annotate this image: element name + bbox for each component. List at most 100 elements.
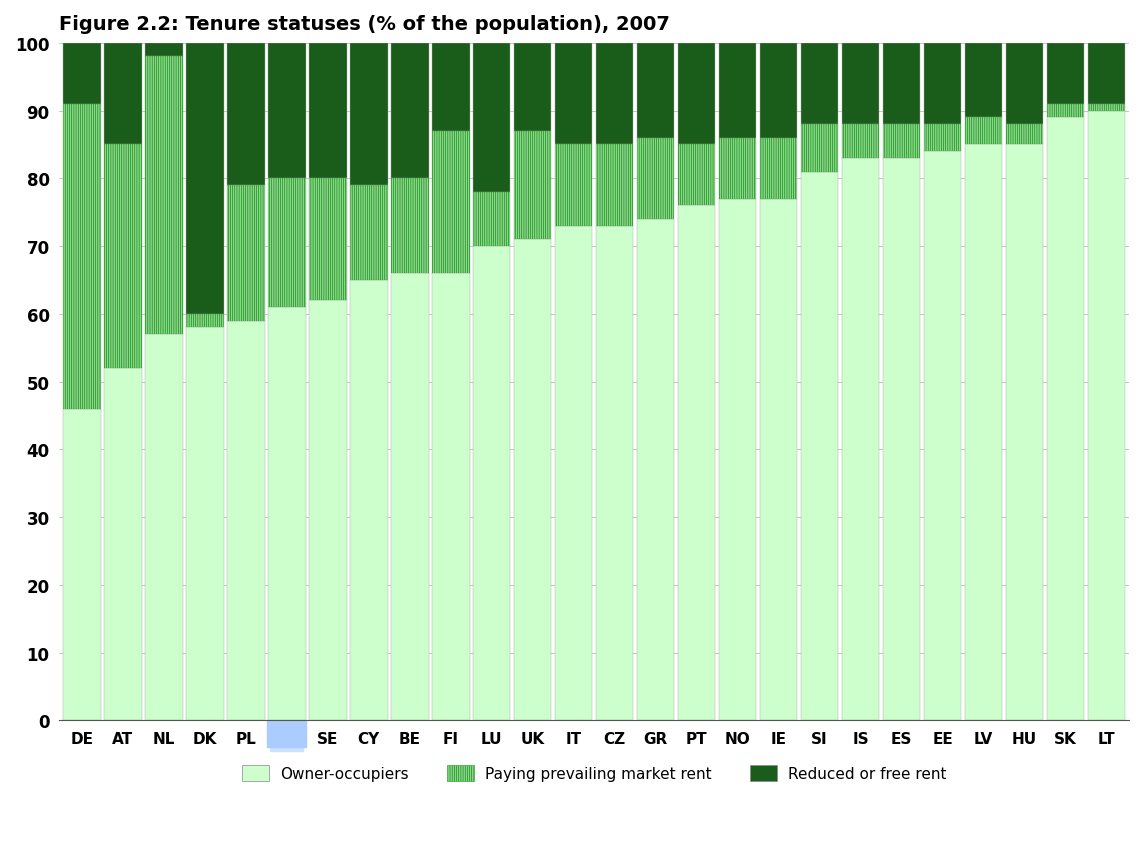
Bar: [677, 146, 715, 207]
Bar: [472, 44, 510, 193]
Bar: [718, 139, 756, 200]
Bar: [923, 125, 961, 152]
Bar: [1006, 125, 1043, 146]
Legend: Owner-occupiers, Paying prevailing market rent, Reduced or free rent: Owner-occupiers, Paying prevailing marke…: [236, 759, 953, 787]
Bar: [267, 721, 307, 747]
Bar: [472, 193, 510, 247]
Bar: [309, 44, 347, 179]
Bar: [842, 159, 880, 721]
Bar: [472, 193, 510, 247]
Bar: [227, 321, 264, 721]
Bar: [63, 44, 101, 105]
Bar: [185, 314, 223, 328]
Bar: [104, 146, 142, 369]
Bar: [227, 44, 264, 186]
Bar: [350, 44, 388, 186]
Bar: [350, 186, 388, 281]
Bar: [842, 125, 880, 159]
Bar: [1047, 105, 1085, 118]
Bar: [1006, 146, 1043, 721]
Bar: [185, 44, 223, 314]
Bar: [555, 226, 593, 721]
Bar: [1088, 105, 1126, 111]
Bar: [63, 105, 101, 409]
Bar: [637, 44, 675, 139]
Bar: [472, 247, 510, 721]
Bar: [964, 44, 1002, 118]
Bar: [923, 125, 961, 152]
Bar: [801, 44, 839, 125]
Bar: [923, 44, 961, 125]
Bar: [350, 186, 388, 281]
Bar: [145, 58, 183, 335]
Bar: [391, 274, 429, 721]
Bar: [923, 152, 961, 721]
Bar: [104, 369, 142, 721]
Bar: [227, 186, 264, 321]
Bar: [842, 125, 880, 159]
Bar: [637, 139, 675, 220]
Bar: [431, 274, 469, 721]
Bar: [596, 146, 634, 226]
Bar: [718, 44, 756, 139]
Bar: [760, 139, 797, 200]
Bar: [677, 44, 715, 146]
Bar: [514, 132, 551, 240]
Bar: [268, 44, 305, 179]
Bar: [145, 44, 183, 58]
Bar: [718, 200, 756, 721]
Bar: [1088, 105, 1126, 111]
Bar: [1047, 118, 1085, 721]
Bar: [63, 105, 101, 409]
Bar: [801, 125, 839, 172]
Bar: [718, 139, 756, 200]
Bar: [760, 200, 797, 721]
Bar: [309, 179, 347, 301]
Bar: [555, 146, 593, 226]
Bar: [964, 146, 1002, 721]
Bar: [145, 335, 183, 721]
Bar: [63, 409, 101, 721]
Bar: [1047, 105, 1085, 118]
Bar: [964, 118, 1002, 146]
Bar: [514, 44, 551, 132]
Bar: [350, 281, 388, 721]
Bar: [801, 172, 839, 721]
Bar: [431, 132, 469, 274]
Bar: [104, 44, 142, 146]
Bar: [964, 118, 1002, 146]
Bar: [801, 125, 839, 172]
Bar: [1047, 44, 1085, 105]
Bar: [637, 139, 675, 220]
Bar: [1088, 111, 1126, 721]
Bar: [514, 240, 551, 721]
Bar: [514, 132, 551, 240]
Bar: [596, 44, 634, 146]
Bar: [760, 44, 797, 139]
Bar: [391, 179, 429, 274]
Bar: [555, 146, 593, 226]
Bar: [1088, 44, 1126, 105]
Bar: [883, 125, 921, 159]
Bar: [1006, 125, 1043, 146]
Bar: [596, 146, 634, 226]
Bar: [268, 179, 305, 307]
Text: Figure 2.2: Tenure statuses (% of the population), 2007: Figure 2.2: Tenure statuses (% of the po…: [59, 15, 670, 34]
Bar: [185, 328, 223, 721]
Bar: [185, 314, 223, 328]
Bar: [227, 186, 264, 321]
Bar: [268, 307, 305, 721]
Bar: [309, 301, 347, 721]
Bar: [391, 44, 429, 179]
Bar: [391, 179, 429, 274]
Bar: [104, 146, 142, 369]
Bar: [268, 179, 305, 307]
Bar: [842, 44, 880, 125]
Bar: [1006, 44, 1043, 125]
Bar: [431, 132, 469, 274]
Bar: [883, 44, 921, 125]
Bar: [596, 226, 634, 721]
Bar: [760, 139, 797, 200]
Bar: [145, 58, 183, 335]
Bar: [555, 44, 593, 146]
